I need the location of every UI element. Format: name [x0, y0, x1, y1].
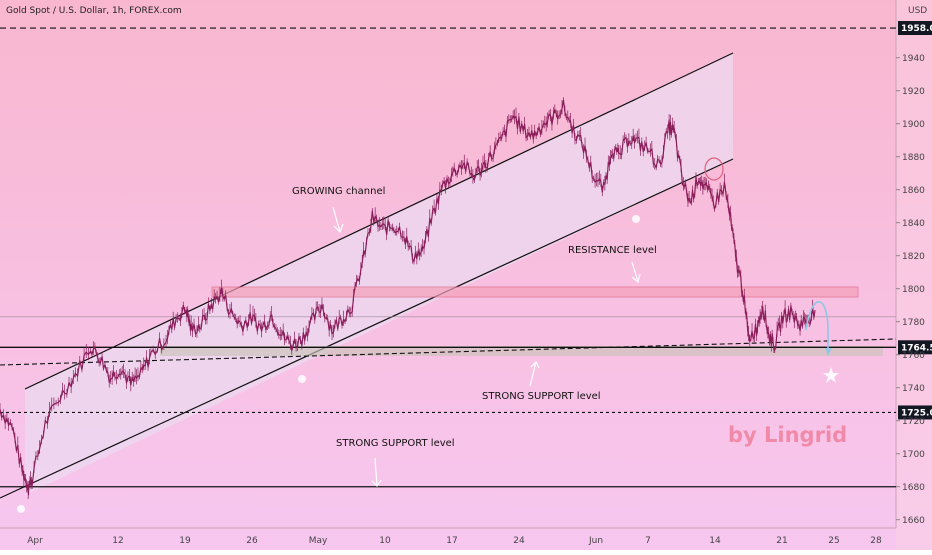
y-tick-label: 1880	[902, 153, 925, 163]
price-line	[0, 99, 816, 494]
marker-icon	[298, 375, 306, 383]
resistance-zone	[211, 286, 859, 298]
x-tick-label: 26	[246, 536, 258, 546]
x-tick-label: 19	[179, 536, 191, 546]
projection-arrow-icon	[825, 347, 832, 356]
x-tick-label: 28	[870, 536, 882, 546]
rising-support-trendline	[0, 338, 897, 366]
marker-icon	[17, 505, 25, 513]
x-tick-label: 21	[776, 536, 787, 546]
level-1764-tag-bg	[898, 340, 932, 355]
projection-curve	[805, 301, 829, 352]
x-tick-label: 17	[446, 536, 457, 546]
annotation-strong-support-low: STRONG SUPPORT level	[336, 438, 455, 449]
level-1725-tag: 1725.02	[901, 408, 932, 418]
y-tick-label: 1680	[902, 483, 925, 493]
y-tick-label: 1860	[902, 186, 925, 196]
x-tick-label: 14	[709, 536, 721, 546]
level-1958-tag: 1958.02	[901, 24, 932, 34]
annotation-strong-support-mid: STRONG SUPPORT level	[482, 391, 601, 402]
y-tick-label: 1780	[902, 318, 925, 328]
currency-label: USD	[908, 6, 927, 16]
watermark: by Lingrid	[728, 423, 847, 447]
annotation-resistance: RESISTANCE level	[568, 245, 657, 256]
x-tick-label: 7	[645, 536, 651, 546]
arrow-up-icon	[529, 360, 540, 387]
x-tick-label: Apr	[27, 536, 43, 546]
marker-icon	[632, 215, 640, 223]
x-axis: Apr 12 19 26 May 10 17 24 Jun 7 14 21 25 28	[27, 536, 882, 546]
arrow-down-icon	[332, 206, 344, 234]
price-series	[0, 97, 816, 499]
y-tick-label: 1740	[902, 384, 925, 394]
zones-layer	[160, 286, 883, 356]
y-tick-label: 1900	[902, 120, 925, 130]
level-1725-tag-bg	[898, 405, 932, 420]
y-tick-label: 1840	[902, 219, 925, 229]
levels-layer: 1958.02 1764.52 1725.02	[0, 21, 932, 488]
breakout-circle	[704, 157, 724, 181]
y-tick-label: 1760	[902, 351, 925, 361]
y-tick-label: 1660	[902, 516, 925, 526]
x-tick-label: Jun	[588, 536, 603, 546]
y-tick-label: 1920	[902, 87, 925, 97]
channel-lower-line	[0, 158, 734, 499]
y-tick-label: 1700	[902, 450, 925, 460]
growing-channel	[0, 52, 734, 499]
support-zone	[160, 346, 883, 356]
y-tick-label: 1800	[902, 285, 925, 295]
x-tick-label: 24	[513, 536, 525, 546]
price-axis-panel	[896, 0, 932, 550]
arrow-down-icon	[631, 261, 641, 284]
y-tick-label: 1720	[902, 417, 925, 427]
star-icon	[823, 367, 839, 383]
arrow-down-icon	[371, 457, 382, 487]
x-tick-label: May	[309, 536, 328, 546]
x-tick-label: 25	[828, 536, 839, 546]
y-tick-label: 1940	[902, 54, 925, 64]
annotation-growing-channel: GROWING channel	[292, 186, 385, 197]
channel-fill	[25, 53, 733, 495]
x-tick-label: 10	[379, 536, 391, 546]
x-tick-label: 12	[112, 536, 123, 546]
channel-upper-line	[24, 52, 734, 390]
level-1958-tag-bg	[898, 21, 932, 36]
y-axis: 1660 1680 1700 1720 1740 1760 1780 1800 1820 1840…	[896, 54, 925, 526]
level-1764-tag: 1764.52	[901, 343, 932, 353]
symbol-title: Gold Spot / U.S. Dollar, 1h, FOREX.com	[6, 6, 182, 16]
y-tick-label: 1820	[902, 252, 925, 262]
